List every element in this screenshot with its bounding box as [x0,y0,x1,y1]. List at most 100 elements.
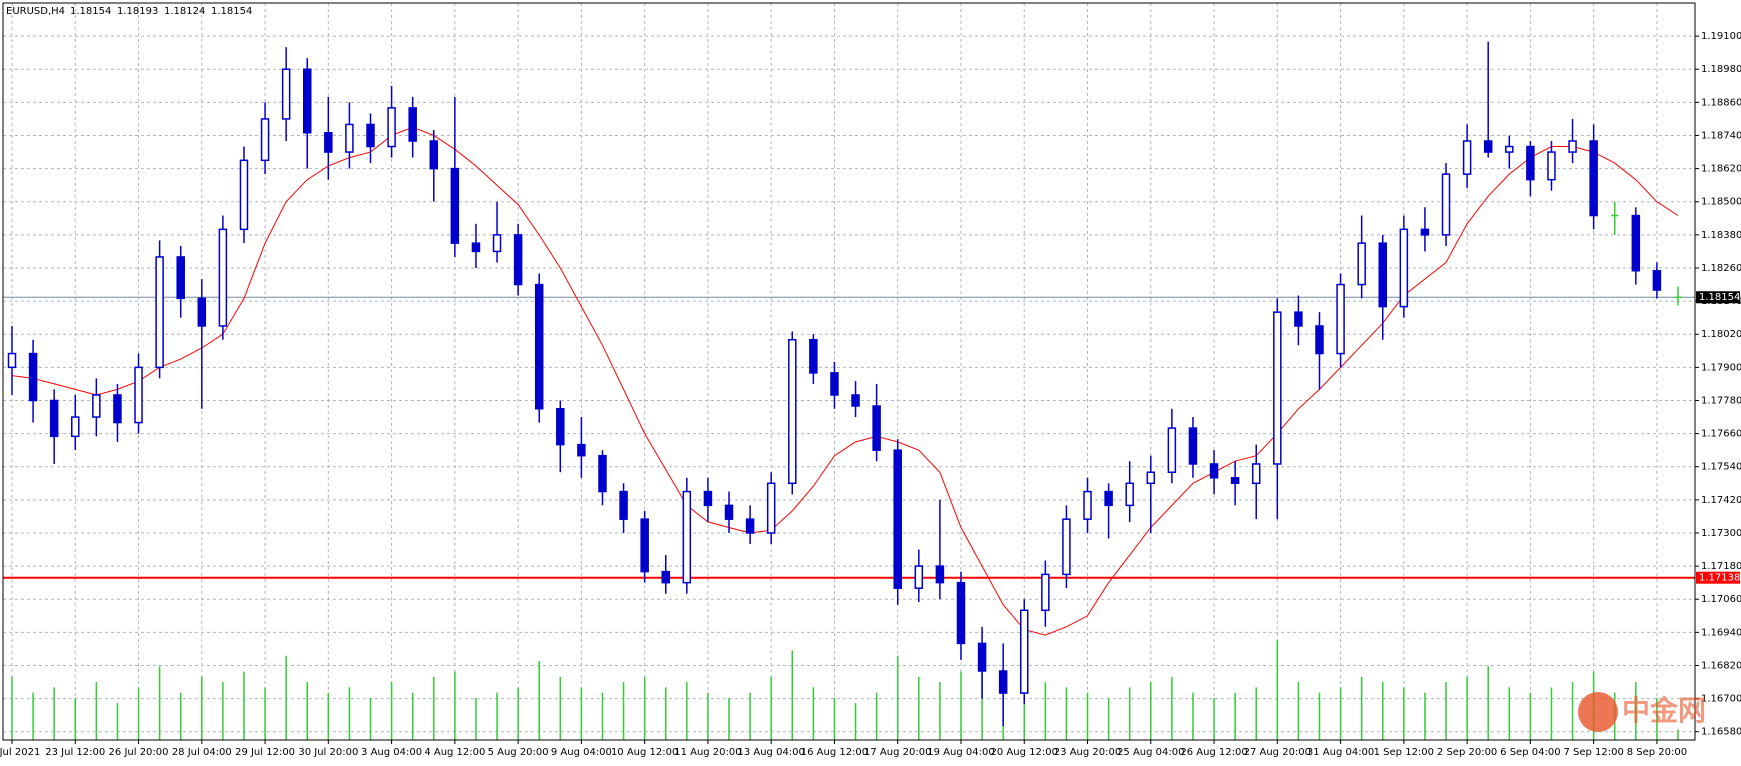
x-tick-label: 30 Jul 20:00 [298,747,358,758]
candle-body [260,118,270,162]
candle-body [1547,151,1556,181]
candle-body [998,670,1008,694]
candle-body [197,297,207,327]
candle-body [366,123,375,148]
candle-body [682,490,692,584]
candle-body [1462,140,1472,175]
y-tick-label: 1.18860 [1701,97,1741,108]
x-tick-label: 22 Jul 2021 [0,747,40,758]
candle-body [1273,311,1282,465]
candle-body [1104,490,1113,507]
x-tick-label: 5 Aug 20:00 [488,747,549,758]
candle-body [134,366,143,424]
candle-body [49,399,59,438]
candle-body [1209,463,1219,479]
candle-body [71,416,80,438]
x-tick-label: 8 Sep 20:00 [1627,747,1687,758]
candle-body [408,107,417,142]
y-tick-label: 1.16820 [1701,660,1741,671]
x-tick-label: 23 Jul 12:00 [45,747,105,758]
candle-body [914,565,924,589]
candle-body [1652,269,1662,291]
y-tick-label: 1.17300 [1701,528,1741,539]
candle-body [661,570,670,584]
x-tick-label: 16 Aug 12:00 [801,747,868,758]
candle-body [1146,471,1156,485]
y-tick-label: 1.16580 [1701,727,1741,738]
y-tick-label: 1.18500 [1701,197,1741,208]
x-tick-label: 11 Aug 20:00 [674,747,741,758]
x-tick-label: 4 Aug 12:00 [424,747,485,758]
x-tick-label: 6 Sep 04:00 [1500,747,1560,758]
axis: 1.19100 1.18980 1.18860 1.18740 1.18620 1.185… [0,31,1741,758]
candle-body [176,256,185,300]
y-tick-label: 1.17420 [1701,495,1741,506]
x-tick-label: 26 Aug 12:00 [1180,747,1247,758]
candle-body [703,490,713,507]
y-tick-label: 1.18020 [1701,329,1741,340]
symbol: EURUSD,H4 [6,6,65,17]
price-tag [1696,571,1740,584]
y-tick-label: 1.17780 [1701,395,1741,406]
header-value: 1.18124 [164,6,205,17]
candle-body [872,405,881,451]
candle-body [745,518,755,534]
x-tick-label: 25 Aug 04:00 [1117,747,1184,758]
candle-body [1505,145,1514,153]
candle-body [1568,140,1577,153]
candle-body [935,565,945,584]
candle-body [1041,573,1050,612]
candle-body [1294,311,1303,327]
y-tick-label: 1.16700 [1701,694,1741,705]
candle-body [1315,325,1324,355]
y-tick-label: 1.19100 [1701,31,1741,42]
candle-body [1441,173,1451,236]
candle-body [1378,242,1388,308]
candle-body [1167,427,1177,474]
x-tick-label: 31 Aug 04:00 [1307,747,1374,758]
logo-icon [1578,692,1618,732]
candle-body [724,504,734,520]
x-tick-label: 28 Jul 04:00 [172,747,232,758]
candle-body [1336,283,1345,355]
y-tick-label: 1.17660 [1701,429,1741,440]
y-tick-label: 1.17900 [1701,362,1741,373]
x-tick-label: 20 Aug 12:00 [991,747,1058,758]
x-tick-label: 27 Aug 20:00 [1244,747,1311,758]
y-tick-label: 1.18740 [1701,130,1741,141]
candle-body [239,159,249,231]
candle-body [513,234,523,286]
y-tick-label: 1.18620 [1701,164,1741,175]
candle-body [1251,463,1261,485]
candle-body [1631,214,1641,272]
y-tick-label: 1.18260 [1701,263,1741,274]
candle-body [534,283,544,410]
candle-body [893,449,902,589]
candle-body [598,454,607,493]
candle-body [492,234,502,253]
candle-body [851,394,860,407]
watermark: 中金网 [1622,694,1706,727]
x-tick-label: 19 Aug 04:00 [927,747,994,758]
candle-body [1357,242,1366,286]
price-tag-label: 1.18154 [1699,292,1740,303]
candle-body [766,482,776,534]
x-tick-label: 3 Aug 04:00 [361,747,422,758]
candle-body [1125,482,1134,507]
x-tick-label: 7 Sep 12:00 [1563,747,1623,758]
candle-body [281,68,291,120]
candle-body [1589,140,1598,217]
header-value: 1.18154 [70,6,111,17]
candle-body [1020,609,1029,694]
candle-body [977,642,987,672]
candle-body [429,140,439,170]
y-tick-label: 1.18980 [1701,64,1741,75]
candle-body [113,394,122,424]
candle-body [471,242,481,253]
candle-body [1062,518,1071,576]
candle-body [1188,427,1198,465]
candle-body [28,352,38,402]
header-value: 1.18193 [117,6,158,17]
